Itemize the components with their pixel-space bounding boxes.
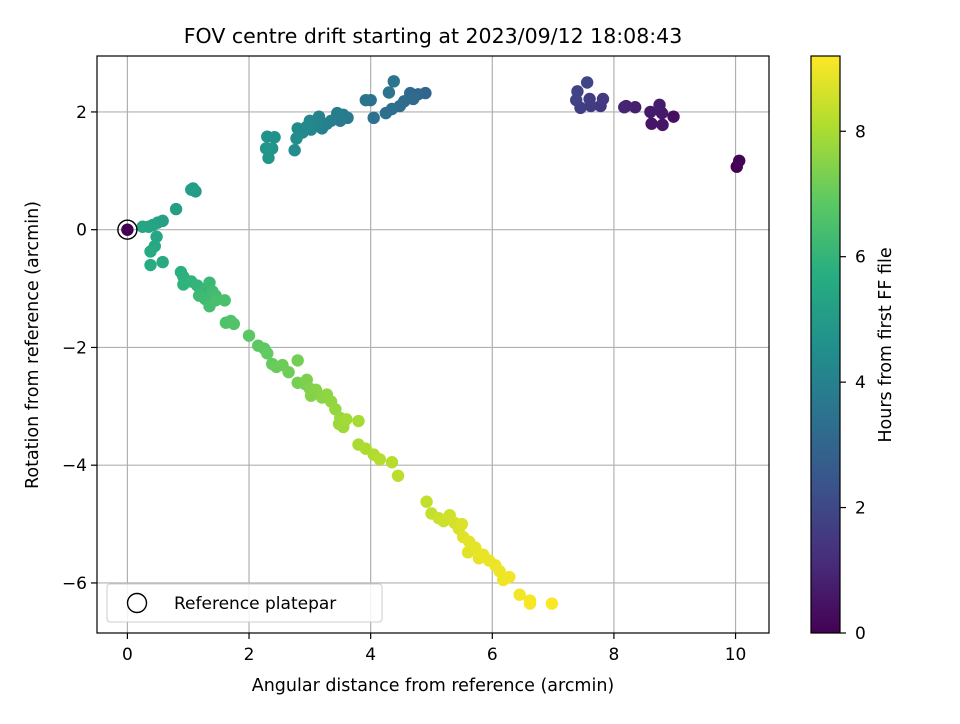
- data-point: [261, 130, 274, 143]
- colorbar-tick-label: 6: [855, 248, 866, 268]
- data-point: [596, 92, 610, 106]
- data-point: [379, 106, 393, 120]
- colorbar-tick-label: 0: [855, 624, 866, 644]
- x-tick-label: 2: [244, 645, 255, 665]
- data-point: [385, 456, 399, 469]
- legend-label: Reference platepar: [174, 594, 336, 614]
- data-point: [656, 118, 669, 132]
- x-tick-label: 0: [122, 645, 133, 665]
- colorbar-tick-label: 2: [855, 499, 866, 519]
- data-point: [291, 122, 304, 135]
- colorbar-tick-label: 4: [855, 373, 866, 393]
- y-tick-label: 2: [76, 103, 87, 123]
- y-tick-label: −2: [62, 338, 87, 358]
- data-point: [645, 117, 658, 130]
- data-point: [733, 154, 746, 168]
- data-point: [571, 85, 584, 98]
- data-point: [359, 93, 372, 107]
- x-axis-ticks: 0 2 4 6 8 10: [122, 633, 746, 665]
- data-point: [288, 144, 301, 157]
- legend: Reference platepar: [106, 583, 383, 623]
- data-point: [420, 495, 433, 508]
- data-point: [218, 294, 231, 307]
- data-point: [629, 101, 642, 114]
- data-point: [391, 469, 405, 482]
- legend-box: [106, 583, 383, 623]
- x-tick-label: 8: [609, 645, 620, 665]
- data-point: [259, 142, 273, 155]
- data-point: [261, 347, 274, 360]
- data-point: [455, 517, 469, 531]
- data-point: [583, 92, 596, 106]
- x-tick-label: 10: [725, 645, 747, 665]
- colorbar-gradient: [810, 55, 841, 634]
- reference-point-fill: [121, 223, 134, 236]
- data-point: [367, 111, 380, 125]
- data-point: [644, 105, 657, 119]
- data-point: [262, 151, 275, 165]
- data-point: [156, 255, 169, 269]
- data-point: [618, 101, 631, 114]
- data-point: [340, 413, 353, 426]
- data-point: [209, 294, 222, 307]
- data-point: [136, 220, 149, 233]
- data-point: [469, 541, 482, 554]
- y-axis-label: Rotation from reference (arcmin): [23, 201, 43, 489]
- chart-title: FOV centre drift starting at 2023/09/12 …: [184, 24, 683, 48]
- x-axis-label: Angular distance from reference (arcmin): [252, 676, 615, 696]
- x-tick-label: 4: [365, 645, 376, 665]
- plot-frame: [96, 55, 770, 634]
- data-point: [282, 365, 295, 379]
- data-point: [150, 230, 163, 243]
- x-tick-label: 6: [487, 645, 498, 665]
- data-point: [653, 98, 666, 112]
- data-point: [387, 75, 400, 88]
- data-point: [290, 132, 303, 145]
- data-point: [352, 414, 365, 428]
- data-points: [117, 75, 746, 610]
- data-point: [227, 317, 241, 331]
- data-point: [291, 354, 304, 367]
- data-point: [503, 570, 516, 584]
- data-point: [373, 453, 386, 466]
- y-axis-ticks: −6 −4 −2 0 2: [62, 103, 97, 594]
- legend-marker: [126, 592, 148, 614]
- data-point: [144, 258, 157, 272]
- colorbar-ticks: 0 2 4 6 8: [840, 122, 866, 644]
- data-point: [382, 86, 396, 99]
- data-point: [523, 594, 537, 607]
- data-point: [144, 245, 157, 258]
- data-point: [513, 588, 526, 601]
- data-point: [185, 183, 198, 196]
- data-point: [580, 76, 594, 89]
- data-point: [169, 202, 183, 216]
- colorbar-tick-label: 8: [855, 122, 866, 142]
- reference-point-marker: [117, 219, 138, 240]
- y-tick-label: 0: [76, 221, 87, 241]
- data-point: [545, 597, 559, 610]
- colorbar: 0 2 4 6 8 Hours from first FF file: [810, 55, 896, 644]
- data-point: [667, 110, 680, 123]
- data-point: [242, 329, 256, 342]
- y-tick-label: −6: [62, 574, 87, 594]
- y-tick-label: −4: [62, 456, 87, 476]
- colorbar-label: Hours from first FF file: [876, 247, 896, 442]
- grid-lines: [97, 56, 769, 633]
